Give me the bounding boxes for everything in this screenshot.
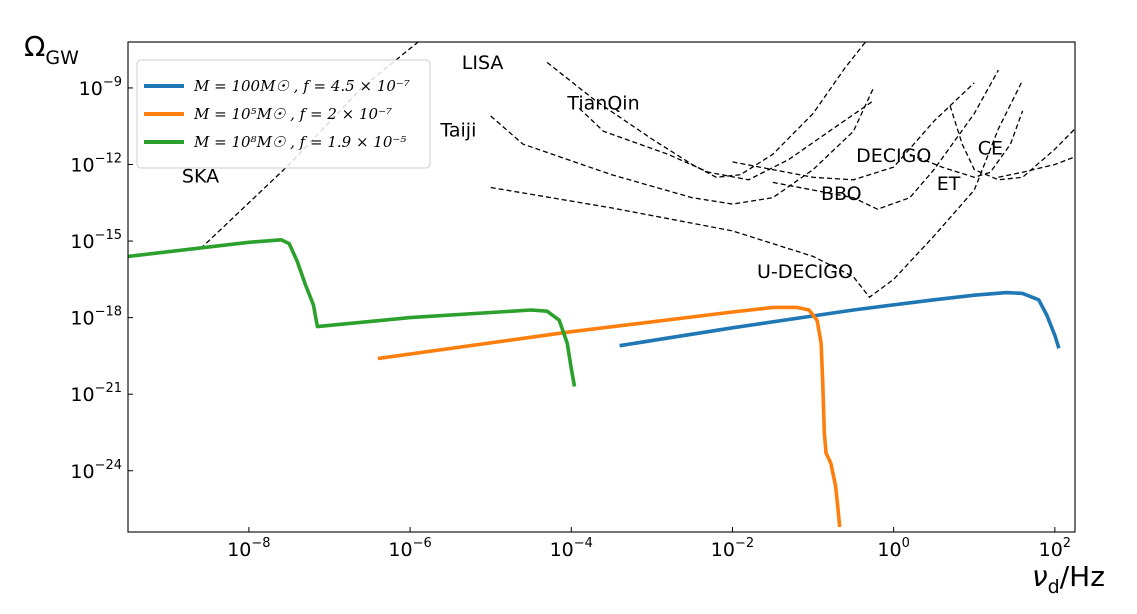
legend-entry-blue: M = 100M☉ , f = 4.5 × 10⁻⁷	[193, 77, 410, 95]
x-tick-label: 102	[1039, 536, 1071, 561]
detector-label-tianqin: TianQin	[566, 93, 639, 115]
y-tick-label: 10−15	[70, 228, 122, 253]
detector-label-et: ET	[937, 173, 961, 195]
signal-curves	[128, 238, 1061, 528]
detector-label-ska: SKA	[182, 165, 219, 187]
detector-label-lisa: LISA	[462, 52, 504, 74]
series-line-1	[377, 305, 842, 528]
y-tick-label: 10−12	[70, 152, 122, 177]
detector-curve-bbo	[772, 69, 999, 210]
x-tick-label: 10−2	[711, 536, 754, 561]
series-line-2	[128, 238, 577, 387]
legend-entry-orange: M = 10⁵M☉ , f = 2 × 10⁻⁷	[193, 105, 392, 123]
detector-curve-taiji	[490, 87, 875, 205]
detector-curve-ce-2	[998, 156, 1075, 178]
detector-labels: SKA LISA Taiji TianQin DECIGO BBO U-DECIGO ET CE	[182, 52, 1003, 283]
x-tick-label: 10−8	[227, 536, 270, 561]
legend: M = 100M☉ , f = 4.5 × 10⁻⁷ M = 10⁵M☉ , f…	[136, 59, 431, 169]
y-axis-title: ΩGW	[24, 30, 79, 69]
x-axis-ticks: 10−8 10−6 10−4 10−2 100 102	[227, 527, 1071, 561]
detector-curve-decigo	[732, 82, 975, 181]
y-tick-label: 10−9	[79, 75, 122, 100]
plot-frame	[127, 41, 1076, 533]
detector-label-u-decigo: U-DECIGO	[757, 261, 853, 283]
detector-label-decigo: DECIGO	[856, 145, 931, 167]
y-tick-label: 10−21	[70, 381, 122, 406]
detector-label-bbo: BBO	[821, 183, 862, 205]
detector-curve-lisa	[546, 42, 867, 178]
legend-entry-green: M = 10⁸M☉ , f = 1.9 × 10⁻⁵	[193, 133, 406, 151]
y-tick-label: 10−24	[70, 458, 122, 483]
detector-curve-ce	[949, 105, 1075, 181]
detector-curve-et	[909, 110, 1024, 178]
x-tick-label: 10−6	[388, 536, 431, 561]
legend-box	[136, 59, 431, 169]
detector-label-ce: CE	[978, 137, 1003, 159]
y-axis-ticks: 10−9 10−12 10−15 10−18 10−21 10−24	[70, 75, 133, 483]
detector-curve-tianqin	[578, 100, 874, 181]
x-tick-label: 100	[877, 536, 909, 561]
y-tick-label: 10−18	[70, 305, 122, 330]
x-tick-label: 10−4	[550, 536, 593, 561]
x-axis-title: νd/Hz	[1032, 560, 1105, 598]
detector-label-taiji: Taiji	[439, 119, 476, 141]
detector-curve-u-decigo	[490, 80, 1024, 299]
